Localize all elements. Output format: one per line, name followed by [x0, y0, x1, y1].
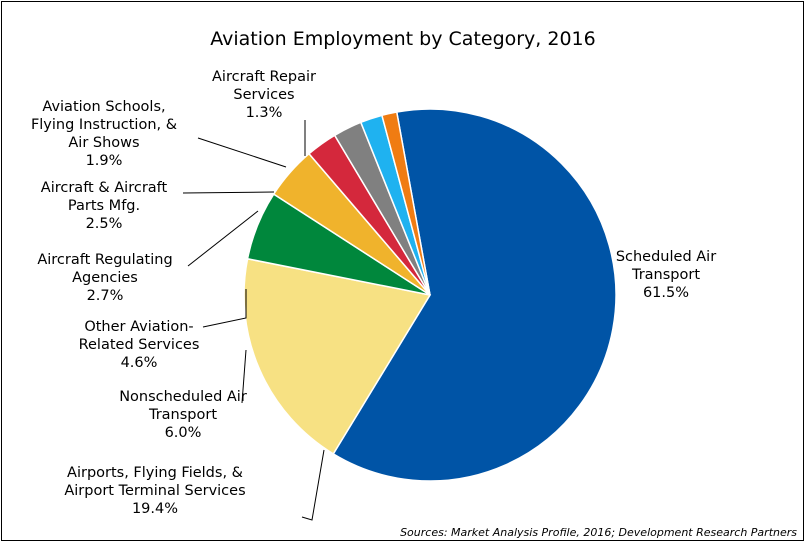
slice-percent: 19.4% — [132, 501, 178, 517]
slice-label-line: Airports, Flying Fields, & — [67, 465, 243, 481]
slice-label-line: Services — [233, 87, 294, 103]
leader-lines — [182, 120, 325, 521]
pie-slice-airports-flying-fields-airport-terminal-services — [243, 257, 432, 455]
slice-label-nonscheduled-air-transport: Nonscheduled Air Transport 6.0% — [119, 389, 247, 441]
slice-label-line: Aviation Schools, — [42, 99, 165, 115]
leader-line-airports-flying-fields-airport-terminal-services — [301, 449, 325, 521]
slice-label-line: Transport — [148, 407, 217, 423]
slice-label-scheduled-air-transport: Scheduled Air Transport 61.5% — [616, 249, 716, 301]
slice-percent: 4.6% — [121, 355, 158, 371]
leader-line-other-aviation-related-services — [202, 289, 247, 328]
slice-label-airports-flying-fields-airport-terminal-services: Airports, Flying Fields, & Airport Termin… — [64, 465, 245, 517]
slice-percent: 1.9% — [86, 153, 123, 169]
leader-line-nonscheduled-air-transport — [241, 349, 247, 404]
slice-percent: 2.7% — [87, 288, 124, 304]
pie-slices — [243, 108, 617, 482]
slice-label-aircraft-repair-services: Aircraft Repair Services 1.3% — [212, 69, 316, 121]
slice-label-aircraft-regulating-agencies: Aircraft Regulating Agencies 2.7% — [37, 252, 172, 304]
leader-line-aviation-schools-flying-instruction-air-shows — [197, 137, 287, 168]
slice-percent: 6.0% — [165, 425, 202, 441]
slice-label-line: Flying Instruction, & — [31, 117, 177, 133]
slice-label-aircraft-aircraft-parts-mfg: Aircraft & Aircraft Parts Mfg. 2.5% — [41, 180, 168, 232]
slice-label-line: Air Shows — [68, 135, 139, 151]
slice-label-aviation-schools-flying-instruction-air-shows: Aviation Schools, Flying Instruction, & Ai… — [31, 99, 177, 169]
slice-label-line: Other Aviation- — [84, 319, 193, 335]
slice-label-line: Agencies — [72, 270, 138, 286]
chart-title: Aviation Employment by Category, 2016 — [210, 28, 596, 50]
slice-label-line: Aircraft Repair — [212, 69, 316, 85]
slice-label-line: Parts Mfg. — [68, 198, 140, 214]
slice-percent: 2.5% — [86, 216, 123, 232]
slice-label-line: Airport Terminal Services — [64, 483, 245, 499]
leader-line-aircraft-aircraft-parts-mfg — [182, 191, 275, 194]
slice-label-line: Aircraft Regulating — [37, 252, 172, 268]
slice-percent: 61.5% — [643, 285, 689, 301]
slice-label-line: Related Services — [79, 337, 200, 353]
slice-label-line: Transport — [631, 267, 700, 283]
pie-slice-scheduled-air-transport — [332, 108, 617, 482]
slice-label-other-aviation-related-services: Other Aviation- Related Services 4.6% — [79, 319, 200, 371]
slice-labels: Scheduled Air Transport 61.5% Airports, Fly… — [31, 69, 716, 517]
slice-percent: 1.3% — [246, 105, 283, 121]
source-note: Sources: Market Analysis Profile, 2016; … — [400, 526, 797, 539]
slice-label-line: Scheduled Air — [616, 249, 716, 265]
slice-label-line: Aircraft & Aircraft — [41, 180, 168, 196]
pie-slice-aircraft-repair-services — [380, 111, 431, 296]
leader-line-aircraft-regulating-agencies — [187, 210, 259, 267]
slice-label-line: Nonscheduled Air — [119, 389, 247, 405]
